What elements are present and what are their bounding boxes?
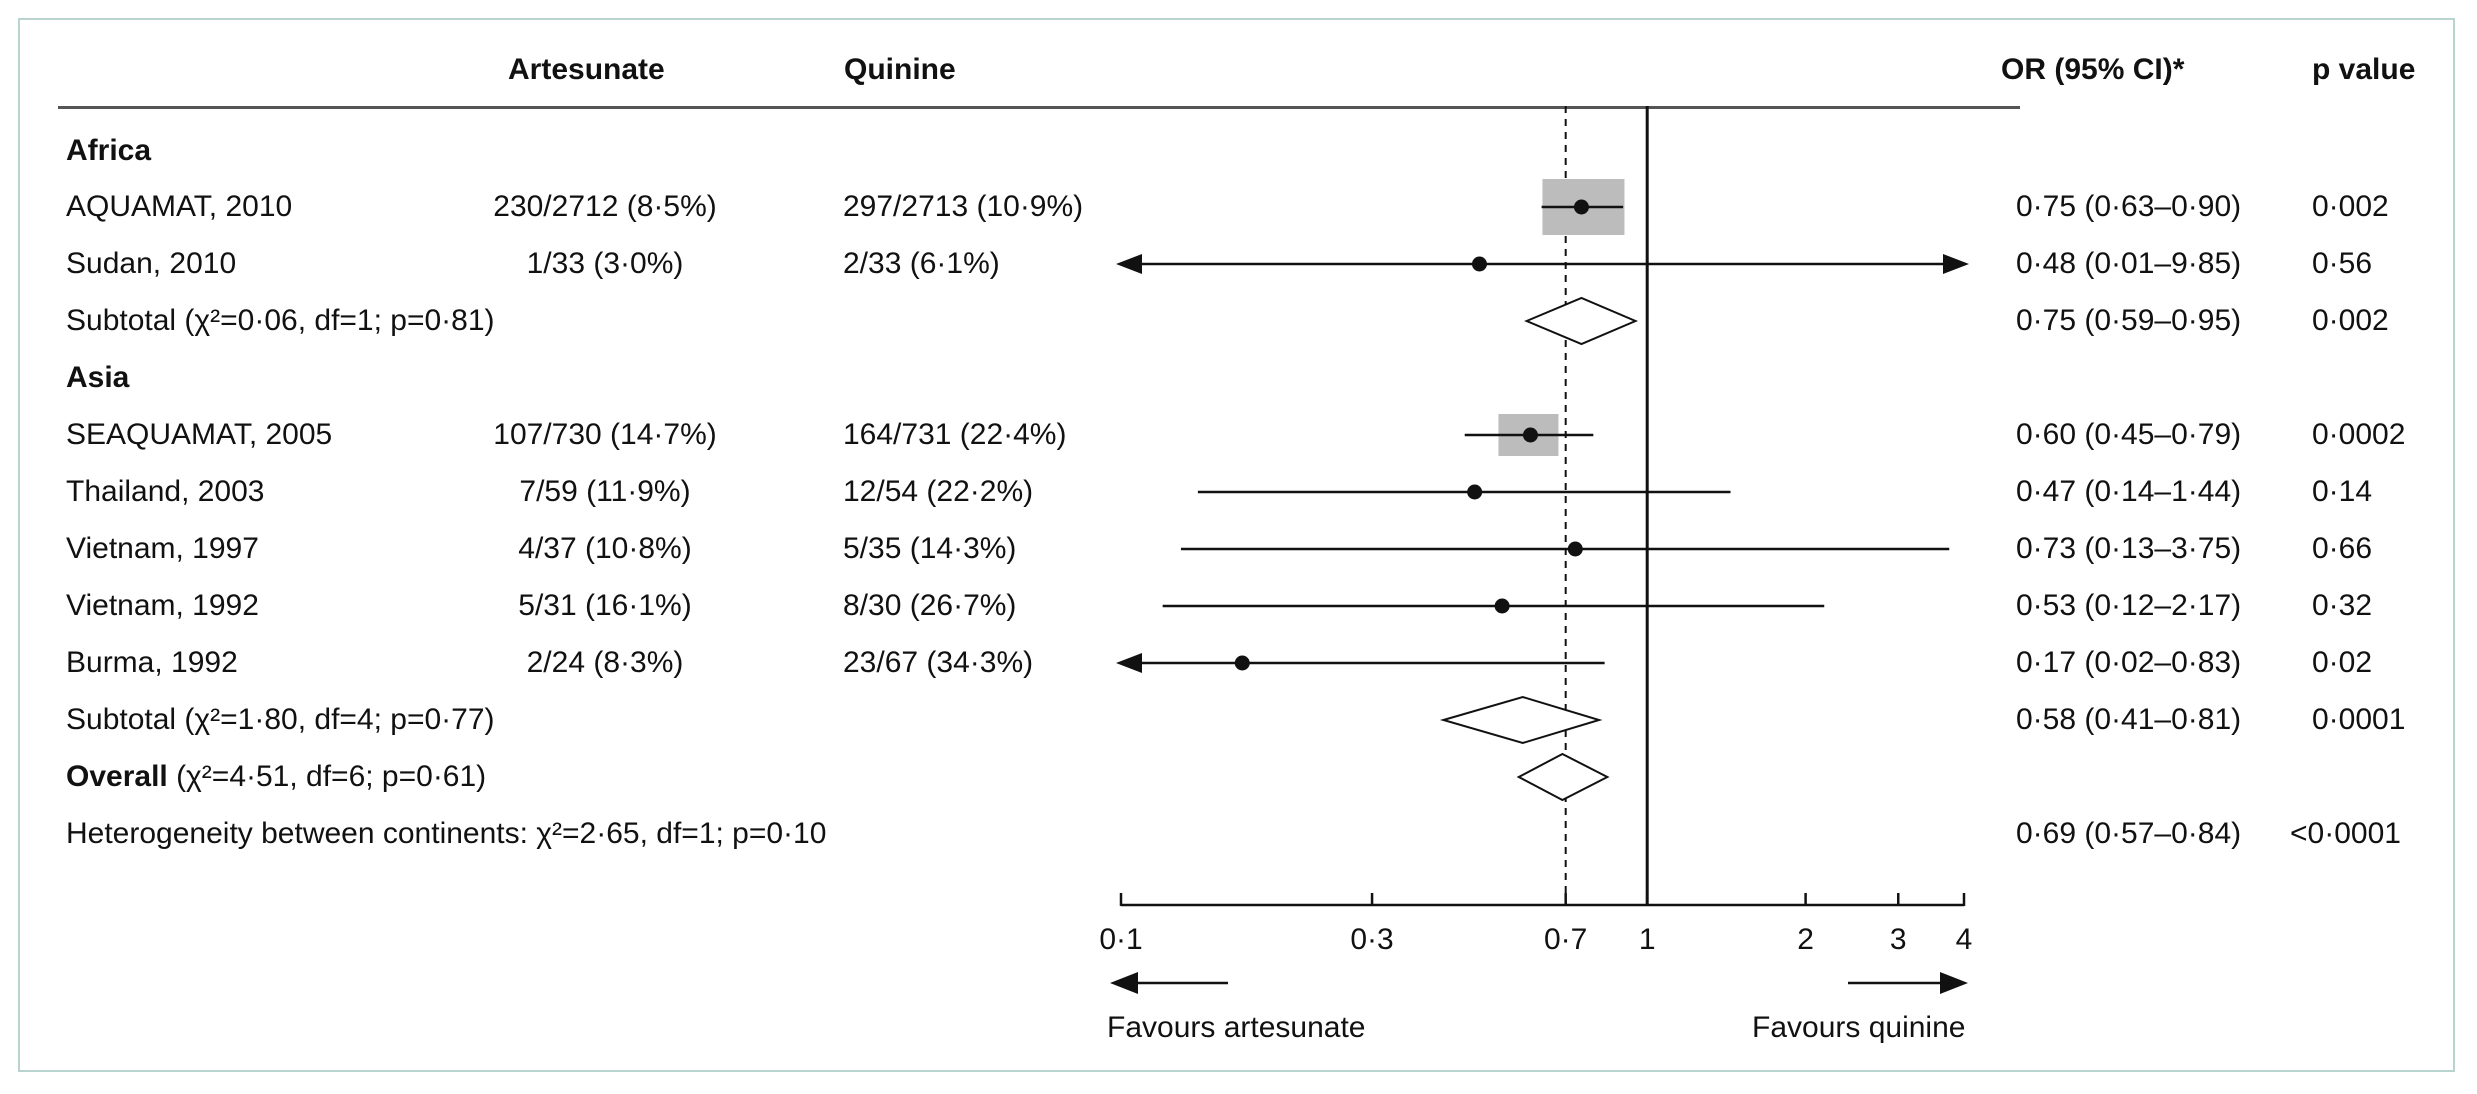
or-ci-value: 0·60 (0·45–0·79) xyxy=(2016,418,2242,451)
p-value: 0·56 xyxy=(2312,247,2373,280)
artesunate-events: 4/37 (10·8%) xyxy=(518,532,692,565)
study-name: Vietnam, 1997 xyxy=(66,532,259,565)
header-artesunate: Artesunate xyxy=(508,53,665,86)
p-value: 0·0001 xyxy=(2312,703,2406,736)
or-ci-value: 0·17 (0·02–0·83) xyxy=(2016,646,2242,679)
artesunate-events: 7/59 (11·9%) xyxy=(519,475,691,508)
or-ci-value: 0·53 (0·12–2·17) xyxy=(2016,589,2242,622)
subtotal-africa-label: Subtotal (χ²=0·06, df=1; p=0·81) xyxy=(66,304,495,337)
artesunate-events: 2/24 (8·3%) xyxy=(526,646,684,679)
x-tick-label: 3 xyxy=(1890,923,1907,956)
section-asia: Asia xyxy=(66,361,130,394)
summary-diamond xyxy=(1516,752,1610,802)
header-p-value: p value xyxy=(2312,53,2416,86)
figure-frame xyxy=(18,18,2455,1072)
x-tick-label: 0·1 xyxy=(1099,923,1142,956)
artesunate-events: 107/730 (14·7%) xyxy=(493,418,717,451)
study-name: Thailand, 2003 xyxy=(66,475,265,508)
x-tick-label: 0·7 xyxy=(1544,923,1587,956)
point-estimate xyxy=(1494,598,1510,614)
p-value: 0·32 xyxy=(2312,589,2373,622)
p-value: 0·002 xyxy=(2312,304,2389,337)
summary-diamond xyxy=(1439,695,1603,745)
quinine-events: 5/35 (14·3%) xyxy=(843,532,1017,565)
or-ci-value: 0·48 (0·01–9·85) xyxy=(2016,247,2242,280)
x-tick-label: 1 xyxy=(1639,923,1656,956)
quinine-events: 2/33 (6·1%) xyxy=(843,247,1000,280)
p-value: 0·66 xyxy=(2312,532,2373,565)
favours-artesunate-arrow-head xyxy=(1110,972,1138,994)
artesunate-events: 230/2712 (8·5%) xyxy=(493,190,717,223)
p-value: <0·0001 xyxy=(2290,817,2401,850)
favours-artesunate-label: Favours artesunate xyxy=(1107,1011,1366,1044)
or-ci-value: 0·75 (0·63–0·90) xyxy=(2016,190,2242,223)
point-estimate xyxy=(1471,256,1487,272)
p-value: 0·002 xyxy=(2312,190,2389,223)
ci-arrow-right xyxy=(1943,254,1969,274)
or-ci-value: 0·73 (0·13–3·75) xyxy=(2016,532,2242,565)
subtotal-asia-label: Subtotal (χ²=1·80, df=4; p=0·77) xyxy=(66,703,495,736)
p-value: 0·0002 xyxy=(2312,418,2406,451)
quinine-events: 23/67 (34·3%) xyxy=(843,646,1034,679)
point-estimate xyxy=(1567,541,1583,557)
point-estimate xyxy=(1522,427,1538,443)
p-value: 0·14 xyxy=(2312,475,2373,508)
artesunate-events: 1/33 (3·0%) xyxy=(526,247,684,280)
quinine-events: 12/54 (22·2%) xyxy=(843,475,1034,508)
quinine-events: 8/30 (26·7%) xyxy=(843,589,1017,622)
summary-diamond xyxy=(1524,296,1639,346)
or-ci-value: 0·69 (0·57–0·84) xyxy=(2016,817,2242,850)
overall-label: Overall (χ²=4·51, df=6; p=0·61) xyxy=(66,762,486,792)
header-quinine: Quinine xyxy=(844,53,956,86)
heterogeneity-label: Heterogeneity between continents: χ²=2·6… xyxy=(66,817,827,850)
ci-arrow-left xyxy=(1116,254,1142,274)
study-name: SEAQUAMAT, 2005 xyxy=(66,418,333,451)
study-name: Sudan, 2010 xyxy=(66,247,237,280)
x-tick-label: 0·3 xyxy=(1350,923,1393,956)
study-name: Vietnam, 1992 xyxy=(66,589,259,622)
section-africa: Africa xyxy=(66,134,152,167)
or-ci-value: 0·47 (0·14–1·44) xyxy=(2016,475,2242,508)
header-or-ci: OR (95% CI)* xyxy=(2001,53,2185,86)
p-value: 0·02 xyxy=(2312,646,2373,679)
point-estimate xyxy=(1573,199,1589,215)
overall-bold: Overall xyxy=(66,760,168,793)
quinine-events: 164/731 (22·4%) xyxy=(843,418,1067,451)
artesunate-events: 5/31 (16·1%) xyxy=(518,589,692,622)
favours-quinine-arrow-head xyxy=(1940,972,1968,994)
favours-quinine-label: Favours quinine xyxy=(1752,1011,1966,1044)
or-ci-value: 0·75 (0·59–0·95) xyxy=(2016,304,2242,337)
x-tick-label: 2 xyxy=(1797,923,1814,956)
or-ci-value: 0·58 (0·41–0·81) xyxy=(2016,703,2242,736)
point-estimate xyxy=(1234,655,1250,671)
overall-stats: (χ²=4·51, df=6; p=0·61) xyxy=(167,760,487,793)
ci-arrow-left xyxy=(1116,653,1142,673)
study-name: Burma, 1992 xyxy=(66,646,238,679)
point-estimate xyxy=(1467,484,1483,500)
header-rule xyxy=(58,106,2020,109)
x-tick-label: 4 xyxy=(1956,923,1973,956)
study-name: AQUAMAT, 2010 xyxy=(66,190,293,223)
quinine-events: 297/2713 (10·9%) xyxy=(843,190,1084,223)
